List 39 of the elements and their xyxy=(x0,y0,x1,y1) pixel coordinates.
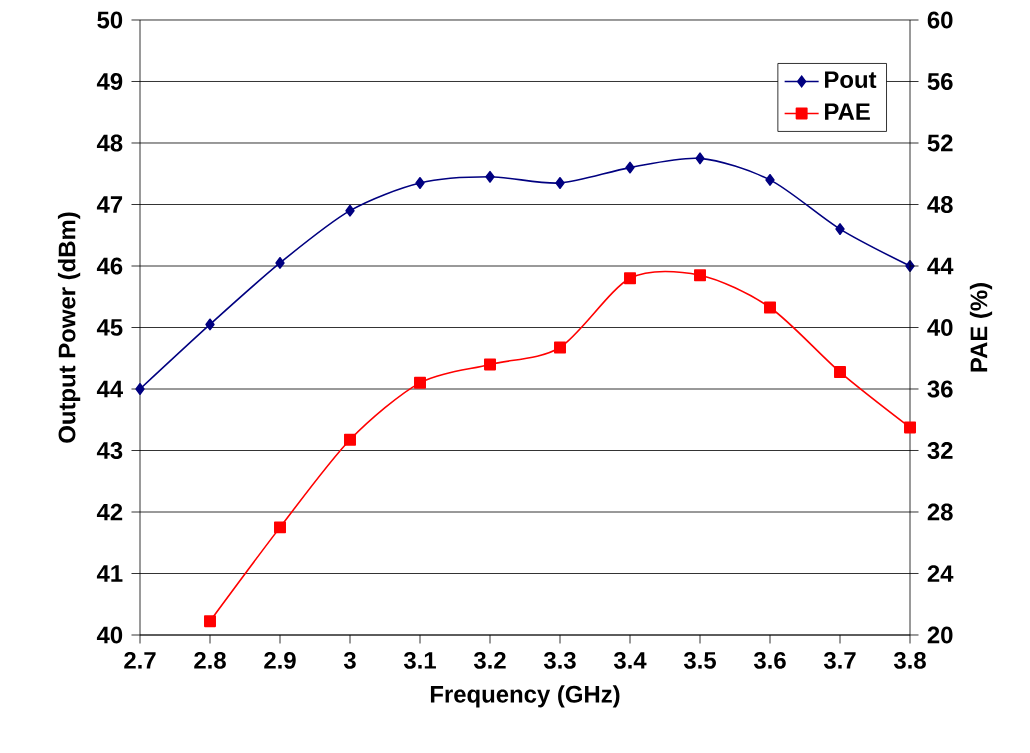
x-tick-label: 3.6 xyxy=(753,651,786,669)
y-tick-label: 50 xyxy=(97,11,123,29)
y-tick-label: 43 xyxy=(96,442,123,459)
legend-label: Pout xyxy=(825,71,877,89)
x-tick-label: 3.2 xyxy=(473,651,506,669)
y2-tick-label: 52 xyxy=(927,134,953,152)
x-tick-label: 3.3 xyxy=(543,651,576,669)
y2-tick-label: 56 xyxy=(927,73,953,90)
x-tick-label: 3.4 xyxy=(613,651,647,669)
y2-tick-label: 28 xyxy=(927,503,953,521)
y2-tick-label: 44 xyxy=(927,257,954,275)
y2-tick-label: 36 xyxy=(927,380,953,398)
x-axis-title: Frequency (GHz) xyxy=(430,685,620,708)
y-tick-label: 40 xyxy=(96,626,123,644)
x-tick-label: 3.5 xyxy=(683,651,716,669)
x-tick-label: 2.8 xyxy=(194,651,226,669)
x-tick-label: 3.8 xyxy=(893,651,926,669)
y-tick-label: 47 xyxy=(96,196,123,213)
legend-label: PAE xyxy=(825,103,870,120)
x-tick-label: 3.1 xyxy=(403,651,436,669)
y-tick-label: 49 xyxy=(96,73,123,90)
y-tick-label: 44 xyxy=(96,380,123,398)
y2-tick-label: 24 xyxy=(927,565,954,582)
y2-axis-title: PAE (%) xyxy=(969,283,993,372)
x-tick-label: 3 xyxy=(343,651,356,669)
y-axis-title: Output Power (dBm) xyxy=(57,212,81,443)
y-tick-label: 45 xyxy=(96,319,123,336)
x-tick-label: 2.7 xyxy=(124,651,156,669)
y2-tick-label: 48 xyxy=(927,196,953,213)
x-tick-label: 3.7 xyxy=(823,651,856,669)
y-tick-label: 42 xyxy=(96,503,123,521)
y2-tick-label: 60 xyxy=(927,11,953,29)
x-tick-label: 2.9 xyxy=(264,651,296,669)
y-tick-label: 48 xyxy=(96,134,123,152)
y-tick-label: 46 xyxy=(96,257,123,275)
y2-tick-label: 32 xyxy=(927,442,953,459)
y2-tick-label: 40 xyxy=(927,319,953,336)
y-tick-label: 41 xyxy=(96,565,123,582)
y2-tick-label: 20 xyxy=(927,626,953,644)
